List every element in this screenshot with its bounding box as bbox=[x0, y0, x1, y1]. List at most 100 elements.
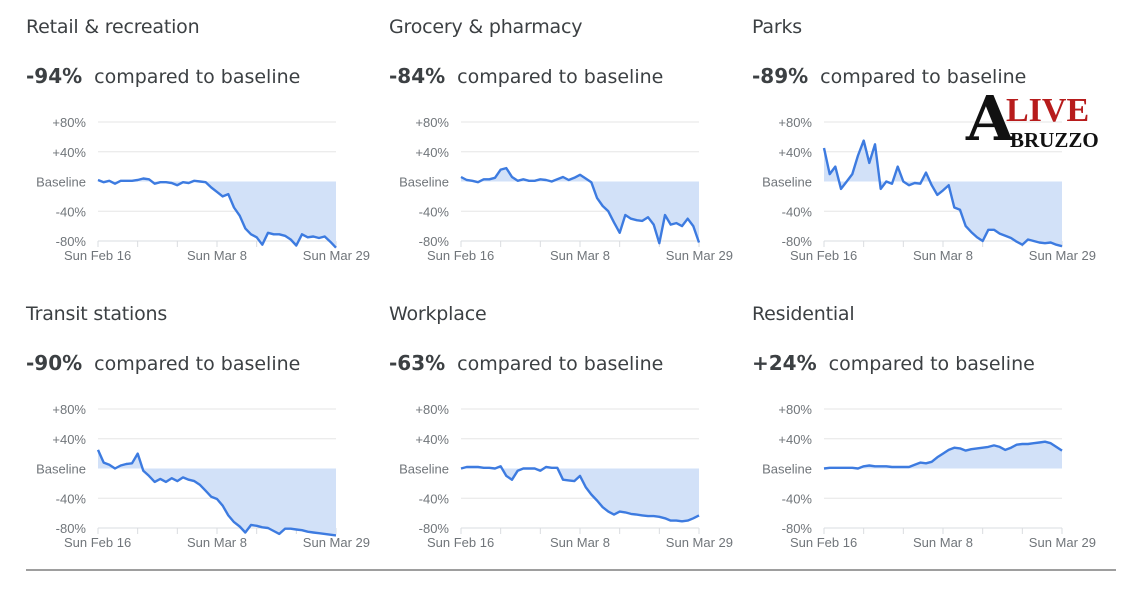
panel-residential: Residential +24% compared to baseline +80… bbox=[752, 287, 1112, 557]
chart-svg: +80% +40% Baseline -40% -80%Sun Feb 16 Sun Ma… bbox=[399, 402, 733, 550]
panel-title: Residential bbox=[752, 303, 855, 325]
logo-bruzzo: BRUZZO bbox=[1010, 128, 1099, 152]
x-tick-label: Sun Feb 16 bbox=[64, 535, 131, 550]
percent-change: +24% bbox=[752, 351, 817, 375]
chart-svg: +80% +40% Baseline -40% -80%Sun Feb 16 Sun Ma… bbox=[36, 115, 370, 263]
x-tick-label: Sun Mar 29 bbox=[303, 248, 370, 263]
x-tick-label: Sun Feb 16 bbox=[790, 248, 857, 263]
compare-label: compared to baseline bbox=[94, 353, 301, 375]
x-tick-label: Sun Mar 8 bbox=[550, 248, 610, 263]
y-tick-label: +40% bbox=[415, 432, 449, 447]
panel-transit: Transit stations -90% compared to baselin… bbox=[26, 287, 386, 557]
x-tick-label: Sun Feb 16 bbox=[790, 535, 857, 550]
y-tick-label: Baseline bbox=[399, 462, 449, 477]
panel-stat: -84% compared to baseline bbox=[389, 64, 663, 88]
data-line bbox=[460, 166, 701, 245]
footer-divider bbox=[26, 569, 1116, 571]
data-line bbox=[96, 449, 337, 537]
chart-svg: +80% +40% Baseline -40% -80%Sun Feb 16 Sun Ma… bbox=[36, 402, 370, 550]
line-chart: +80% +40% Baseline -40% -80% Sun Feb 16 Sun Ma… bbox=[389, 105, 749, 265]
x-tick-label: Sun Mar 8 bbox=[187, 248, 247, 263]
y-tick-label: Baseline bbox=[762, 175, 812, 190]
y-tick-label: +80% bbox=[52, 402, 86, 417]
compare-label: compared to baseline bbox=[828, 353, 1035, 375]
area-fill bbox=[461, 466, 699, 522]
y-tick-label: -80% bbox=[56, 521, 87, 536]
alive-abruzzo-logo: A LIVE BRUZZO bbox=[966, 88, 1104, 156]
y-tick-label: -40% bbox=[56, 204, 87, 219]
area-fill bbox=[824, 140, 1062, 247]
panel-parks: Parks -89% compared to baseline +80% +40% B… bbox=[752, 0, 1112, 270]
panel-grocery: Grocery & pharmacy -84% compared to basel… bbox=[389, 0, 749, 270]
x-tick-label: Sun Mar 8 bbox=[187, 535, 247, 550]
x-tick-label: Sun Mar 8 bbox=[550, 535, 610, 550]
x-tick-label: Sun Mar 29 bbox=[666, 535, 733, 550]
y-tick-label: -40% bbox=[56, 491, 87, 506]
panel-stat: -63% compared to baseline bbox=[389, 351, 663, 375]
y-tick-label: -40% bbox=[419, 204, 450, 219]
x-tick-label: Sun Mar 8 bbox=[913, 248, 973, 263]
y-tick-label: Baseline bbox=[762, 462, 812, 477]
x-tick-label: Sun Mar 29 bbox=[1029, 248, 1096, 263]
panel-title: Grocery & pharmacy bbox=[389, 16, 583, 38]
panel-retail: Retail & recreation -94% compared to base… bbox=[26, 0, 386, 270]
percent-change: -90% bbox=[26, 351, 83, 375]
line-chart: +80% +40% Baseline -40% -80% Sun Feb 16 Sun Ma… bbox=[389, 392, 749, 552]
y-tick-label: -80% bbox=[419, 234, 450, 249]
y-tick-label: +40% bbox=[778, 145, 812, 160]
logo-letter-a: A bbox=[966, 82, 1015, 155]
x-tick-label: Sun Feb 16 bbox=[427, 535, 494, 550]
x-tick-label: Sun Mar 29 bbox=[1029, 535, 1096, 550]
y-tick-label: -80% bbox=[56, 234, 87, 249]
y-tick-label: +80% bbox=[778, 115, 812, 130]
y-tick-label: -80% bbox=[782, 234, 813, 249]
chart-svg: +80% +40% Baseline -40% -80%Sun Feb 16 Sun Ma… bbox=[399, 115, 733, 263]
x-tick-label: Sun Mar 8 bbox=[913, 535, 973, 550]
y-tick-label: +40% bbox=[778, 432, 812, 447]
panel-stat: -89% compared to baseline bbox=[752, 64, 1026, 88]
y-tick-label: +80% bbox=[415, 402, 449, 417]
data-line bbox=[97, 177, 337, 249]
y-tick-label: +40% bbox=[52, 145, 86, 160]
panel-title: Retail & recreation bbox=[26, 16, 200, 38]
area-fill bbox=[98, 449, 336, 536]
panel-title: Parks bbox=[752, 16, 802, 38]
chart-svg: +80% +40% Baseline -40% -80%Sun Feb 16 Sun Ma… bbox=[762, 402, 1096, 550]
y-tick-label: -40% bbox=[782, 491, 813, 506]
panel-title: Workplace bbox=[389, 303, 487, 325]
x-tick-label: Sun Mar 29 bbox=[666, 248, 733, 263]
compare-label: compared to baseline bbox=[94, 66, 301, 88]
y-tick-label: Baseline bbox=[399, 175, 449, 190]
x-tick-label: Sun Feb 16 bbox=[427, 248, 494, 263]
y-tick-label: +80% bbox=[52, 115, 86, 130]
percent-change: -84% bbox=[389, 64, 446, 88]
panel-workplace: Workplace -63% compared to baseline +80% +… bbox=[389, 287, 749, 557]
y-tick-label: Baseline bbox=[36, 462, 86, 477]
line-chart: +80% +40% Baseline -40% -80% Sun Feb 16 Sun Ma… bbox=[752, 105, 1112, 265]
area-fill bbox=[461, 168, 699, 244]
panel-stat: -94% compared to baseline bbox=[26, 64, 300, 88]
x-tick-label: Sun Feb 16 bbox=[64, 248, 131, 263]
compare-label: compared to baseline bbox=[457, 66, 664, 88]
data-line bbox=[823, 440, 1063, 470]
y-tick-label: +80% bbox=[415, 115, 449, 130]
compare-label: compared to baseline bbox=[820, 66, 1027, 88]
line-chart: +80% +40% Baseline -40% -80% Sun Feb 16 Sun Ma… bbox=[26, 105, 386, 265]
area-fill bbox=[98, 178, 336, 248]
percent-change: -94% bbox=[26, 64, 83, 88]
logo-live: LIVE bbox=[1006, 92, 1090, 129]
y-tick-label: +80% bbox=[778, 402, 812, 417]
panel-title: Transit stations bbox=[26, 303, 168, 325]
x-tick-label: Sun Mar 29 bbox=[303, 535, 370, 550]
line-chart: +80% +40% Baseline -40% -80% Sun Feb 16 Sun Ma… bbox=[26, 392, 386, 552]
panel-stat: +24% compared to baseline bbox=[752, 351, 1035, 375]
chart-svg: +80% +40% Baseline -40% -80%Sun Feb 16 Sun Ma… bbox=[762, 115, 1096, 263]
panel-stat: -90% compared to baseline bbox=[26, 351, 300, 375]
y-tick-label: Baseline bbox=[36, 175, 86, 190]
y-tick-label: +40% bbox=[415, 145, 449, 160]
y-tick-label: -40% bbox=[419, 491, 450, 506]
data-line bbox=[460, 465, 700, 523]
y-tick-label: -80% bbox=[419, 521, 450, 536]
percent-change: -63% bbox=[389, 351, 446, 375]
y-tick-label: -80% bbox=[782, 521, 813, 536]
